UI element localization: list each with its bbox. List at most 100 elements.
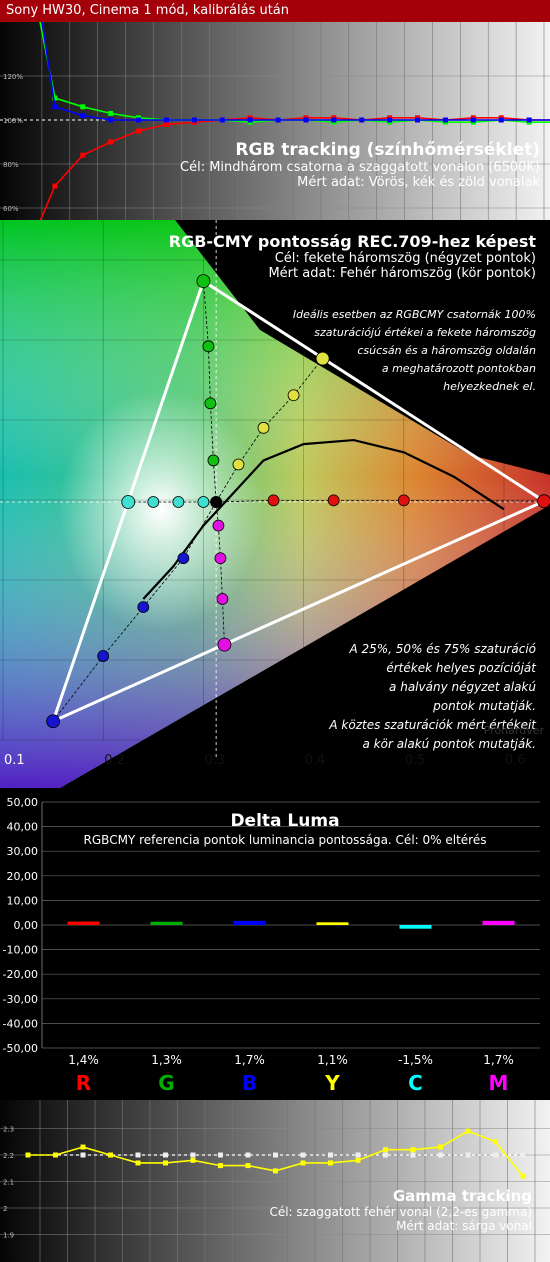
luma-bar-C	[399, 925, 432, 929]
gamma-measured-point	[218, 1163, 223, 1169]
rgb-series-point	[275, 117, 281, 123]
luma-y-tick: -30,00	[3, 993, 38, 1006]
gamma-title: Gamma tracking	[392, 1187, 532, 1205]
cie-chart: 0.1 0.2 0.3 0.4 0.5 0.6	[0, 220, 550, 788]
cie-note-top-line: a meghatározott pontokban	[381, 362, 536, 375]
cie-note-bottom-line: a kör alakú pontok mutatják.	[362, 737, 536, 751]
cie-x-tick: 0.4	[305, 753, 326, 768]
rgb-series-point	[136, 128, 142, 134]
cie-point-green	[196, 274, 211, 289]
luma-y-tick: -40,00	[3, 1017, 38, 1030]
luma-bar-G	[150, 921, 183, 925]
cie-x-tick: 0.2	[104, 753, 125, 768]
rgb-series-point	[359, 117, 365, 123]
rgb-series-point	[108, 110, 114, 116]
gamma-measured-point	[80, 1144, 86, 1150]
gamma-measured-point	[520, 1173, 526, 1179]
cie-title: RGB-CMY pontosság REC.709-hez képest	[168, 232, 536, 251]
luma-category-label: C	[408, 1071, 423, 1095]
cie-point-yellow	[287, 389, 300, 402]
gamma-measured-point	[438, 1144, 443, 1150]
cie-point-magenta	[216, 593, 229, 605]
gamma-target-point	[410, 1152, 416, 1158]
gamma-measured-point	[108, 1152, 113, 1158]
cie-white-glow	[35, 310, 375, 710]
cie-point-blue	[46, 714, 60, 729]
cie-line2: Mért adat: Fehér háromszög (kör pontok)	[268, 266, 536, 281]
rgb-series-point	[163, 121, 169, 127]
gamma-measured-point	[383, 1147, 388, 1153]
luma-value-label: 1,1%	[317, 1053, 348, 1067]
rgb-series-point	[108, 139, 114, 145]
cie-note-top-line: csúcsán és a háromszög oldalán	[357, 344, 536, 357]
cie-point-green	[202, 340, 215, 353]
luma-value-label: 1,4%	[68, 1053, 99, 1067]
delta-luma-panel: 50,00 40,00 30,00 20,00 10,00 0,00 -10,00 -20,0…	[0, 788, 550, 1100]
rgb-series-point	[415, 117, 421, 123]
rgb-series-point	[247, 117, 253, 123]
gamma-background	[0, 1100, 550, 1262]
rgb-series-point	[526, 117, 532, 123]
luma-bar-B	[233, 920, 266, 925]
luma-y-tick: -50,00	[3, 1042, 38, 1055]
cie-point-cyan	[147, 496, 160, 508]
cie-line1: Cél: fekete háromszög (négyzet pontok)	[274, 251, 536, 266]
cie-point-red	[397, 494, 410, 507]
luma-y-tick: 40,00	[7, 821, 39, 834]
rgb-series-point	[52, 183, 58, 189]
gamma-measured-point	[355, 1157, 361, 1163]
cie-note-top-line: szaturációjú értékei a fekete háromszög	[314, 326, 536, 339]
cie-point-magenta	[217, 637, 232, 652]
cie-x-tick: 0.6	[505, 753, 526, 768]
cie-point-green	[207, 454, 220, 467]
gamma-target-point	[163, 1152, 168, 1158]
luma-y-tick: 10,00	[7, 894, 39, 907]
cie-point-yellow	[232, 458, 245, 471]
gamma-line2: Mért adat: sárga vonal	[396, 1219, 532, 1233]
gamma-target-point	[135, 1152, 141, 1158]
gamma-target-point	[273, 1152, 278, 1158]
cie-x-tick: 0.3	[204, 753, 225, 768]
luma-title: Delta Luma	[230, 811, 339, 831]
gamma-target-point	[245, 1152, 251, 1158]
rgb-tracking-chart: 120% 100% 80% 60%	[0, 22, 550, 220]
cie-note-bottom-line: A 25%, 50% és 75% szaturáció	[349, 642, 536, 656]
rgb-series-point	[108, 117, 114, 123]
cie-legend: RGB-CMY pontosság REC.709-hez képest Cél…	[169, 232, 536, 281]
luma-y-tick: 30,00	[7, 845, 39, 858]
header-bar: Sony HW30, Cinema 1 mód, kalibrálás után	[0, 0, 550, 22]
gamma-target-point	[355, 1152, 361, 1158]
luma-bar-M	[482, 920, 515, 925]
luma-category-label: M	[489, 1071, 509, 1095]
rgb-series-point	[52, 104, 58, 110]
luma-value-label: 1,7%	[483, 1053, 514, 1067]
cie-point-red	[267, 494, 280, 507]
cie-point-cyan	[197, 496, 210, 508]
cie-point-magenta	[214, 552, 227, 565]
gamma-measured-point	[300, 1160, 306, 1166]
rgb-series-point	[303, 117, 309, 123]
cie-point-blue	[97, 650, 110, 662]
cie-point-cyan	[172, 496, 185, 508]
cie-note-bottom: A 25%, 50% és 75% szaturáció értékek hely…	[329, 640, 536, 754]
luma-category-label: R	[76, 1071, 91, 1095]
rgb-series-point	[80, 113, 86, 119]
rgb-y-tick: 100%	[3, 117, 23, 125]
luma-category-label: B	[242, 1071, 257, 1095]
gamma-target-point	[190, 1152, 196, 1158]
gamma-y-tick: 2.1	[3, 1179, 14, 1187]
rgb-legend: RGB tracking (színhőmérséklet) Cél: Mind…	[180, 140, 540, 190]
gamma-measured-point	[190, 1157, 196, 1163]
rgb-tracking-panel: 120% 100% 80% 60% RGB tracking (színhőmérsé…	[0, 22, 550, 220]
gamma-measured-point	[273, 1168, 278, 1174]
rgb-line2: Mért adat: Vörös, kék és zöld vonalak	[297, 175, 540, 190]
rgb-series-point	[387, 117, 393, 123]
gamma-measured-point	[135, 1160, 141, 1166]
gamma-measured-point	[493, 1139, 498, 1145]
rgb-series-point	[498, 117, 504, 123]
luma-y-tick: -20,00	[3, 968, 38, 981]
rgb-series-point	[163, 117, 169, 123]
gamma-target-point	[520, 1152, 526, 1158]
luma-bar-Y	[316, 922, 349, 925]
delta-luma-chart: 50,00 40,00 30,00 20,00 10,00 0,00 -10,00 -20,0…	[3, 796, 540, 1095]
